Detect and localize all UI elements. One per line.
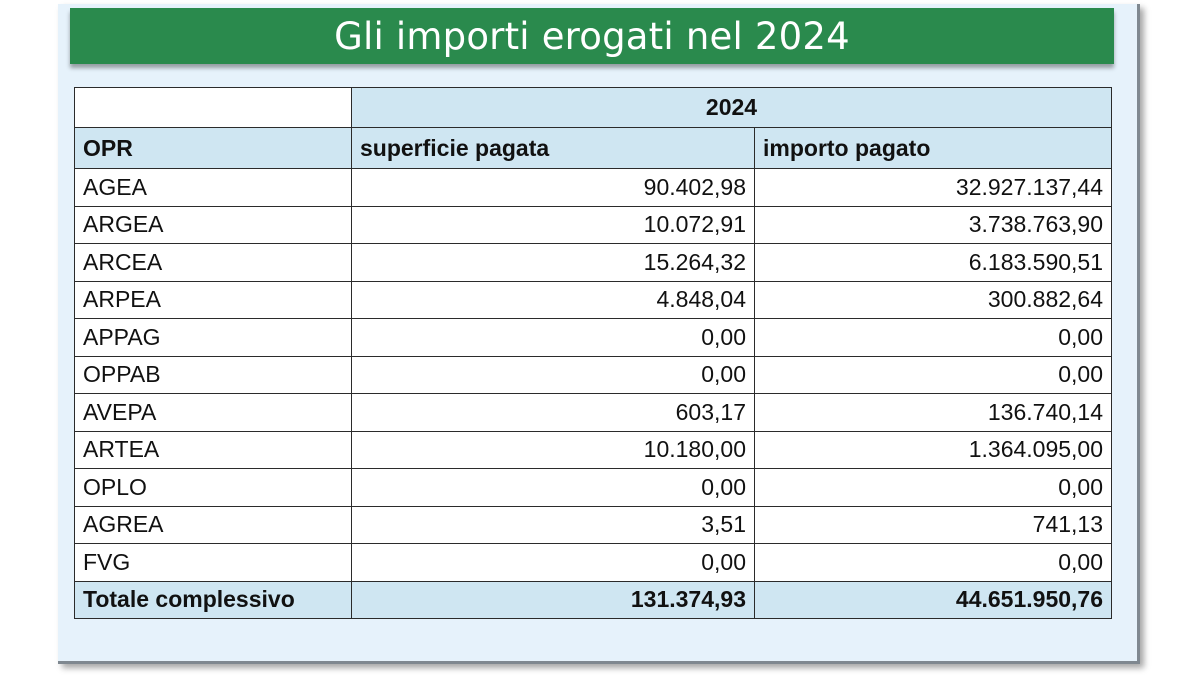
superficie-cell: 15.264,32: [351, 243, 755, 282]
total-label: Totale complessivo: [74, 580, 352, 619]
superficie-cell: 90.402,98: [351, 168, 755, 207]
importo-cell: 0,00: [753, 543, 1113, 582]
page-title: Gli importi erogati nel 2024: [70, 8, 1114, 64]
column-header-opr: OPR: [74, 127, 352, 169]
superficie-cell: 0,00: [351, 468, 755, 507]
importo-cell: 136.740,14: [753, 393, 1113, 432]
opr-cell: APPAG: [74, 318, 352, 357]
opr-cell: OPLO: [74, 468, 352, 507]
table-row: ARGEA 10.072,91 3.738.763,90: [74, 205, 1113, 244]
table-row: AGREA 3,51 741,13: [74, 505, 1113, 544]
superficie-cell: 0,00: [351, 355, 755, 394]
superficie-cell: 3,51: [351, 505, 755, 544]
importo-cell: 300.882,64: [753, 280, 1113, 319]
opr-cell: ARTEA: [74, 430, 352, 469]
table-row: FVG 0,00 0,00: [74, 543, 1113, 582]
opr-cell: ARGEA: [74, 205, 352, 244]
table-row: APPAG 0,00 0,00: [74, 318, 1113, 357]
importo-cell: 32.927.137,44: [753, 168, 1113, 207]
superficie-cell: 0,00: [351, 318, 755, 357]
table-row: ARTEA 10.180,00 1.364.095,00: [74, 430, 1113, 469]
superficie-cell: 4.848,04: [351, 280, 755, 319]
table-row: OPPAB 0,00 0,00: [74, 355, 1113, 394]
payments-table: 2024 OPR superficie pagata importo pagat…: [74, 87, 1113, 619]
total-row: Totale complessivo 131.374,93 44.651.950…: [74, 580, 1113, 619]
importo-cell: 0,00: [753, 468, 1113, 507]
importo-cell: 0,00: [753, 318, 1113, 357]
total-superficie: 131.374,93: [351, 580, 755, 619]
importo-cell: 0,00: [753, 355, 1113, 394]
superficie-cell: 10.072,91: [351, 205, 755, 244]
table-year-row: 2024: [74, 87, 1113, 128]
table-row: AGEA 90.402,98 32.927.137,44: [74, 168, 1113, 207]
importo-cell: 1.364.095,00: [753, 430, 1113, 469]
table-row: ARPEA 4.848,04 300.882,64: [74, 280, 1113, 319]
superficie-cell: 0,00: [351, 543, 755, 582]
table-row: AVEPA 603,17 136.740,14: [74, 393, 1113, 432]
superficie-cell: 10.180,00: [351, 430, 755, 469]
total-importo: 44.651.950,76: [753, 580, 1113, 619]
year-header: 2024: [350, 87, 1113, 128]
importo-cell: 3.738.763,90: [753, 205, 1113, 244]
opr-cell: AGREA: [74, 505, 352, 544]
table-row: OPLO 0,00 0,00: [74, 468, 1113, 507]
opr-cell: AGEA: [74, 168, 352, 207]
superficie-cell: 603,17: [351, 393, 755, 432]
table-row: ARCEA 15.264,32 6.183.590,51: [74, 243, 1113, 282]
empty-corner-cell: [74, 87, 352, 128]
opr-cell: ARCEA: [74, 243, 352, 282]
opr-cell: ARPEA: [74, 280, 352, 319]
opr-cell: AVEPA: [74, 393, 352, 432]
table-header-row: OPR superficie pagata importo pagato: [74, 127, 1113, 169]
opr-cell: OPPAB: [74, 355, 352, 394]
column-header-importo: importo pagato: [753, 127, 1113, 169]
column-header-superficie: superficie pagata: [351, 127, 755, 169]
importo-cell: 741,13: [753, 505, 1113, 544]
importo-cell: 6.183.590,51: [753, 243, 1113, 282]
opr-cell: FVG: [74, 543, 352, 582]
